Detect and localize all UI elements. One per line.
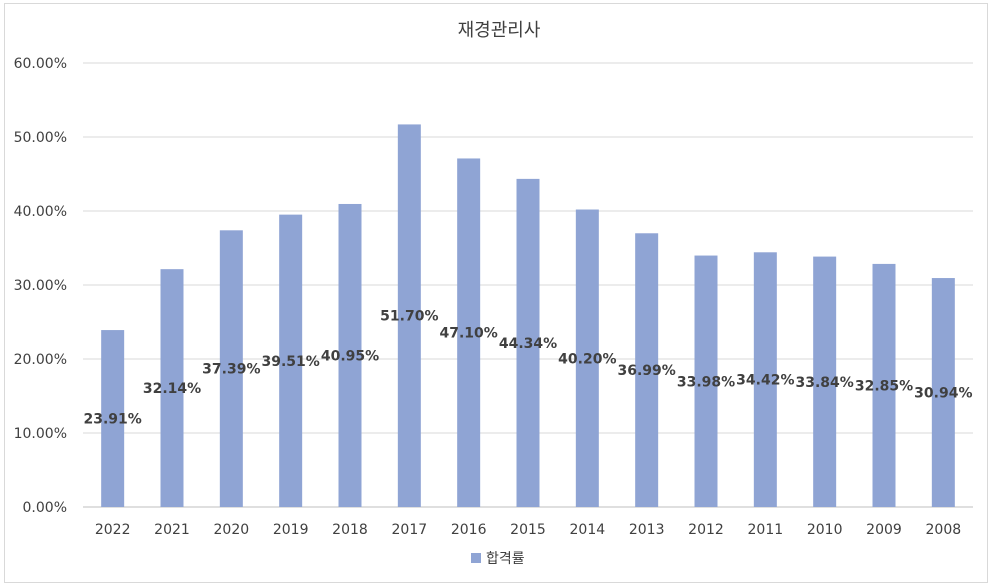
legend: 합격률 bbox=[471, 551, 525, 567]
data-label: 33.98% bbox=[677, 374, 735, 390]
y-tick-label: 50.00% bbox=[14, 130, 67, 146]
bar bbox=[753, 252, 777, 507]
bar bbox=[397, 124, 421, 508]
legend-label: 합격률 bbox=[486, 551, 525, 567]
data-label: 39.51% bbox=[262, 354, 320, 370]
bar bbox=[101, 330, 125, 507]
y-tick-label: 20.00% bbox=[14, 352, 67, 368]
y-tick-label: 40.00% bbox=[14, 204, 67, 220]
y-tick-label: 10.00% bbox=[14, 426, 67, 442]
bar bbox=[575, 209, 599, 507]
y-tick-label: 60.00% bbox=[14, 56, 67, 72]
bar bbox=[457, 158, 481, 507]
y-tick-label: 30.00% bbox=[14, 278, 67, 294]
data-label: 40.20% bbox=[558, 351, 616, 367]
data-label: 37.39% bbox=[202, 362, 260, 378]
data-label: 33.84% bbox=[796, 375, 854, 391]
x-tick-label: 2009 bbox=[866, 522, 902, 538]
data-label: 23.91% bbox=[84, 412, 142, 428]
x-tick-label: 2020 bbox=[214, 522, 250, 538]
chart-frame: 재경관리사 0.00% 10.00% 20.00% 30.00% 40.00% 50.00… bbox=[4, 3, 988, 583]
data-label: 32.85% bbox=[855, 378, 913, 394]
x-tick-label: 2011 bbox=[748, 522, 784, 538]
x-tick-label: 2022 bbox=[95, 522, 131, 538]
data-label: 47.10% bbox=[440, 326, 498, 342]
bar bbox=[813, 256, 837, 507]
legend-swatch bbox=[471, 553, 481, 563]
data-labels: 23.91%32.14%37.39% 39.51% 40.95% 51.70%47.1… bbox=[84, 309, 973, 428]
x-tick-label: 2018 bbox=[332, 522, 368, 538]
bar bbox=[635, 233, 659, 508]
bar bbox=[931, 278, 955, 507]
x-tick-label: 2008 bbox=[926, 522, 962, 538]
bar bbox=[219, 230, 243, 507]
x-tick-label: 2014 bbox=[570, 522, 606, 538]
x-axis: 2022 2021 2020 2019 2018 2017 2016 2015 2014 2013… bbox=[95, 522, 961, 538]
data-label: 44.34% bbox=[499, 336, 557, 352]
bar bbox=[516, 178, 540, 507]
y-axis: 0.00% 10.00% 20.00% 30.00% 40.00% 50.00% 60.00… bbox=[14, 56, 67, 516]
bar bbox=[694, 255, 718, 507]
bar bbox=[160, 269, 184, 507]
x-tick-label: 2010 bbox=[807, 522, 843, 538]
bars bbox=[101, 124, 955, 508]
x-tick-label: 2019 bbox=[273, 522, 309, 538]
bar bbox=[279, 214, 303, 507]
data-label: 40.95% bbox=[321, 348, 379, 364]
chart-title: 재경관리사 bbox=[458, 20, 541, 41]
data-label: 51.70% bbox=[380, 309, 438, 325]
x-tick-label: 2012 bbox=[688, 522, 724, 538]
bar bbox=[872, 263, 896, 507]
x-tick-label: 2015 bbox=[510, 522, 546, 538]
x-tick-label: 2013 bbox=[629, 522, 665, 538]
x-tick-label: 2017 bbox=[392, 522, 428, 538]
x-tick-label: 2016 bbox=[451, 522, 487, 538]
data-label: 36.99% bbox=[618, 363, 676, 379]
x-tick-label: 2021 bbox=[154, 522, 190, 538]
bar bbox=[338, 203, 362, 507]
bar-chart: 재경관리사 0.00% 10.00% 20.00% 30.00% 40.00% 50.00… bbox=[14, 20, 973, 567]
y-tick-label: 0.00% bbox=[23, 500, 67, 516]
data-label: 30.94% bbox=[914, 386, 972, 402]
data-label: 34.42% bbox=[736, 373, 794, 389]
data-label: 32.14% bbox=[143, 381, 201, 397]
